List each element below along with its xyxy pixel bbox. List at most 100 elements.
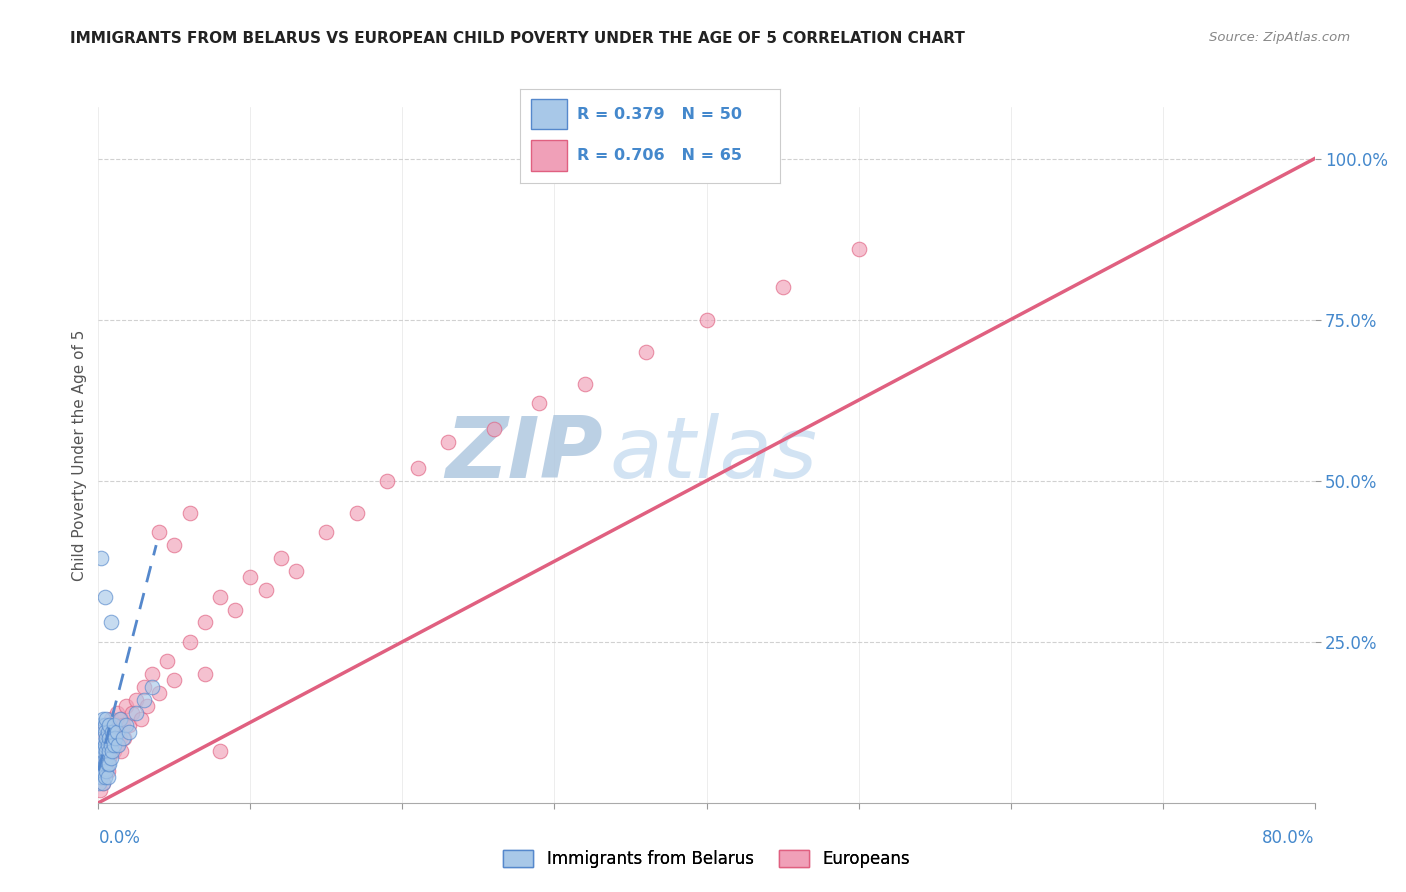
Point <box>104 725 127 739</box>
Point <box>103 738 125 752</box>
Point <box>93 738 115 752</box>
Text: Source: ZipAtlas.com: Source: ZipAtlas.com <box>1209 31 1350 45</box>
Point <box>94 744 117 758</box>
Point <box>111 718 134 732</box>
Point <box>111 731 134 746</box>
Point <box>118 718 141 732</box>
Point <box>96 725 118 739</box>
Point <box>107 738 129 752</box>
Point <box>100 750 122 764</box>
Point <box>90 770 112 784</box>
Point <box>90 738 112 752</box>
Point <box>93 770 115 784</box>
Bar <box>530 98 567 129</box>
Point <box>93 718 115 732</box>
Point <box>105 738 128 752</box>
Point <box>93 590 115 604</box>
Text: ZIP: ZIP <box>446 413 603 497</box>
Point <box>148 525 170 540</box>
Point <box>94 750 117 764</box>
Point <box>406 460 429 475</box>
Point <box>91 731 114 746</box>
Point <box>98 725 121 739</box>
Point <box>194 615 217 630</box>
Point <box>696 312 718 326</box>
Point <box>90 718 112 732</box>
Y-axis label: Child Poverty Under the Age of 5: Child Poverty Under the Age of 5 <box>72 329 87 581</box>
Point <box>285 564 308 578</box>
Point <box>96 757 118 772</box>
Point <box>96 738 118 752</box>
Point <box>91 750 114 764</box>
Point <box>91 744 114 758</box>
Point <box>114 699 136 714</box>
Point <box>93 744 115 758</box>
Point <box>103 718 125 732</box>
Point <box>132 680 155 694</box>
Point <box>121 706 143 720</box>
Point <box>89 783 111 797</box>
Text: atlas: atlas <box>609 413 817 497</box>
Point <box>91 776 114 790</box>
Point <box>104 731 127 746</box>
Point <box>93 764 115 778</box>
Point <box>94 764 117 778</box>
Point <box>94 757 117 772</box>
Point <box>100 712 122 726</box>
Point <box>141 680 163 694</box>
Point <box>89 744 111 758</box>
Point <box>100 738 122 752</box>
Point <box>98 757 121 772</box>
Point <box>112 731 135 746</box>
Text: IMMIGRANTS FROM BELARUS VS EUROPEAN CHILD POVERTY UNDER THE AGE OF 5 CORRELATION: IMMIGRANTS FROM BELARUS VS EUROPEAN CHIL… <box>70 31 965 46</box>
Point <box>129 712 152 726</box>
Point <box>574 377 596 392</box>
Point <box>98 731 121 746</box>
Point <box>125 706 148 720</box>
Point <box>91 764 114 778</box>
Point <box>101 731 124 746</box>
Point <box>179 634 201 648</box>
Point <box>105 725 128 739</box>
Point <box>148 686 170 700</box>
Point <box>90 770 112 784</box>
Point <box>103 744 125 758</box>
Point <box>179 506 201 520</box>
Point <box>93 757 115 772</box>
Point <box>98 718 121 732</box>
Point <box>118 725 141 739</box>
Point <box>96 744 118 758</box>
Point <box>482 422 505 436</box>
Point <box>91 731 114 746</box>
Point <box>254 583 277 598</box>
Legend: Immigrants from Belarus, Europeans: Immigrants from Belarus, Europeans <box>496 843 917 874</box>
Point <box>100 615 122 630</box>
Point <box>91 712 114 726</box>
Point <box>156 654 179 668</box>
Point <box>101 725 124 739</box>
Point <box>114 718 136 732</box>
Point <box>437 435 460 450</box>
Point <box>772 280 794 294</box>
Point <box>125 692 148 706</box>
Point <box>107 718 129 732</box>
Point <box>141 667 163 681</box>
Point <box>209 744 232 758</box>
Point <box>90 750 112 764</box>
Point <box>90 757 112 772</box>
Point <box>94 731 117 746</box>
Point <box>108 712 131 726</box>
Point <box>110 744 132 758</box>
Point <box>93 725 115 739</box>
Point <box>163 538 186 552</box>
Point <box>105 706 128 720</box>
Point <box>89 764 111 778</box>
Point <box>98 744 121 758</box>
Text: 0.0%: 0.0% <box>98 829 141 847</box>
Point <box>90 551 112 566</box>
Point <box>101 744 124 758</box>
Point <box>224 602 246 616</box>
Point <box>239 570 262 584</box>
Text: R = 0.706   N = 65: R = 0.706 N = 65 <box>578 148 742 162</box>
Point <box>529 396 551 410</box>
